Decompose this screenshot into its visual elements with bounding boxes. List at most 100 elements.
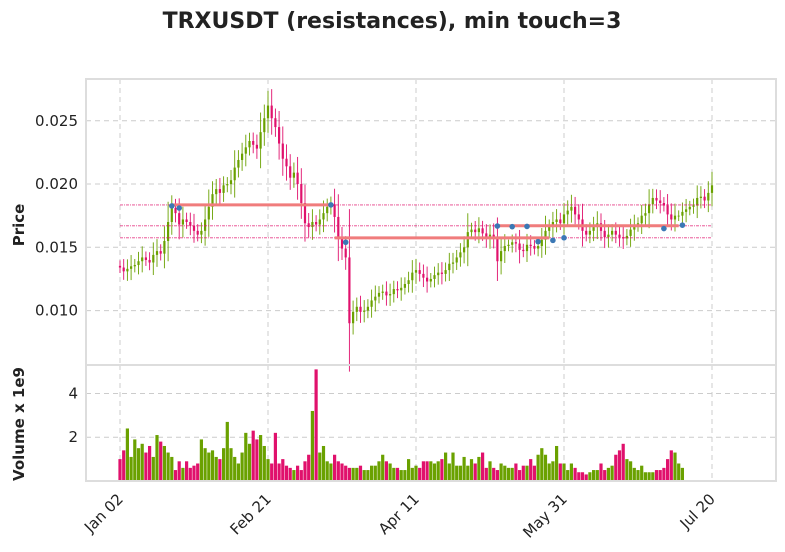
candle-body bbox=[429, 278, 432, 282]
volume-bar bbox=[473, 463, 477, 481]
candle-body bbox=[440, 272, 443, 274]
candle-body bbox=[381, 291, 384, 293]
candle-body bbox=[374, 296, 377, 301]
touch-marker bbox=[509, 223, 515, 230]
candle-body bbox=[685, 209, 688, 212]
volume-bar bbox=[310, 410, 314, 481]
candle-body bbox=[200, 230, 203, 235]
volume-bar bbox=[325, 461, 329, 481]
volume-bar bbox=[432, 463, 437, 481]
volume-bar bbox=[466, 465, 470, 481]
volume-bar bbox=[222, 448, 226, 481]
volume-bar bbox=[536, 454, 540, 481]
volume-bar bbox=[196, 463, 200, 481]
volume-bar bbox=[577, 472, 581, 481]
volume-bar bbox=[451, 452, 455, 481]
volume-bar bbox=[647, 472, 651, 481]
candle-body bbox=[130, 266, 133, 269]
volume-bar bbox=[136, 448, 141, 481]
volume-bar bbox=[373, 465, 377, 481]
volume-bar bbox=[606, 467, 610, 481]
volume-bar bbox=[658, 470, 662, 481]
volume-bar bbox=[654, 470, 659, 481]
volume-bar bbox=[358, 465, 363, 481]
volume-bars bbox=[118, 369, 684, 481]
volume-bar bbox=[225, 421, 229, 481]
candle-body bbox=[644, 213, 647, 216]
candle-body bbox=[396, 289, 399, 291]
candle-body bbox=[155, 251, 159, 255]
volume-bar bbox=[259, 435, 263, 481]
candle-body bbox=[370, 300, 373, 307]
candle-body bbox=[363, 310, 366, 312]
volume-bar bbox=[506, 467, 511, 481]
candle-body bbox=[263, 118, 266, 133]
volume-bar bbox=[155, 435, 159, 481]
candle-body bbox=[592, 227, 595, 231]
volume-bar bbox=[236, 463, 240, 481]
volume-bar bbox=[314, 369, 318, 481]
volume-bar bbox=[592, 470, 596, 481]
price-panel-background bbox=[86, 79, 776, 365]
volume-bar bbox=[492, 467, 496, 481]
candle-body bbox=[141, 257, 144, 262]
touch-marker bbox=[169, 203, 175, 209]
candle-body bbox=[640, 215, 643, 224]
volume-bar bbox=[477, 456, 481, 481]
candle-body bbox=[463, 247, 466, 253]
candle-body bbox=[437, 272, 440, 276]
volume-bar bbox=[170, 456, 174, 481]
volume-bar bbox=[133, 439, 137, 481]
volume-bar bbox=[521, 465, 525, 481]
candle-body bbox=[433, 275, 436, 279]
candle-body bbox=[274, 118, 277, 128]
volume-bar bbox=[595, 470, 599, 481]
candle-body bbox=[255, 144, 258, 149]
volume-bar bbox=[418, 467, 422, 481]
volume-bar bbox=[551, 461, 555, 481]
volume-bar bbox=[444, 452, 448, 481]
candle-body bbox=[470, 229, 473, 233]
candle-body bbox=[226, 184, 229, 186]
volume-bar bbox=[122, 450, 126, 481]
volume-bar bbox=[666, 459, 670, 481]
candle-body bbox=[525, 244, 529, 252]
candle-body bbox=[159, 251, 162, 254]
volume-axis-label: Volume x 1e9 bbox=[10, 367, 28, 481]
candle-body bbox=[241, 153, 244, 160]
volume-bar bbox=[481, 452, 485, 481]
candle-body bbox=[474, 229, 477, 233]
volume-bar bbox=[159, 441, 163, 481]
volume-bar bbox=[244, 432, 248, 481]
candle-body bbox=[507, 244, 510, 247]
candle-body bbox=[422, 273, 425, 278]
volume-bar bbox=[673, 452, 677, 481]
volume-bar bbox=[125, 428, 129, 481]
candle-body bbox=[692, 205, 695, 207]
volume-bar bbox=[495, 470, 499, 481]
candle-body bbox=[555, 219, 558, 222]
volume-bar bbox=[262, 445, 266, 481]
volume-bar bbox=[469, 459, 474, 481]
candle-body bbox=[178, 213, 181, 225]
candle-body bbox=[126, 268, 129, 272]
volume-bar bbox=[188, 467, 192, 481]
volume-bar bbox=[540, 448, 544, 481]
candle-body bbox=[366, 306, 369, 311]
candle-body bbox=[144, 257, 147, 260]
volume-bar bbox=[181, 467, 185, 481]
volume-bar bbox=[407, 459, 411, 481]
touch-marker bbox=[535, 238, 541, 245]
candle-body bbox=[529, 244, 532, 247]
candle-body bbox=[670, 214, 673, 220]
volume-bar bbox=[347, 467, 351, 481]
volume-bar bbox=[503, 465, 507, 481]
volume-bar bbox=[333, 454, 337, 481]
touch-marker bbox=[494, 223, 501, 229]
volume-bar bbox=[247, 443, 252, 481]
candle-body bbox=[170, 208, 173, 222]
volume-bar bbox=[669, 450, 673, 481]
candle-body bbox=[281, 143, 284, 159]
candle-body bbox=[185, 219, 188, 222]
